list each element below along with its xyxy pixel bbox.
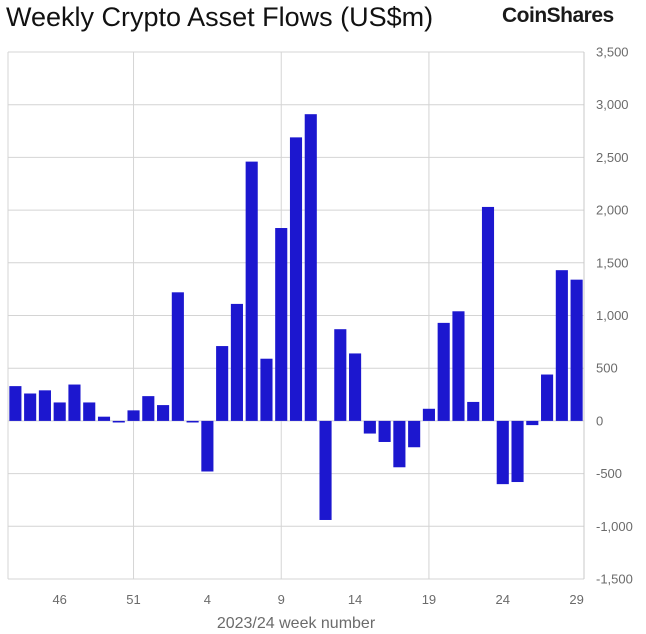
bar [9, 386, 22, 421]
bar [83, 402, 96, 421]
bar [393, 420, 406, 468]
bar [24, 393, 37, 421]
bar [452, 311, 465, 421]
chart-title: Weekly Crypto Asset Flows (US$m) [6, 2, 434, 32]
bar [289, 137, 303, 421]
bar [201, 420, 214, 472]
bar [467, 401, 480, 421]
y-tick-label: 2,500 [596, 150, 629, 165]
y-tick-label: 3,000 [596, 97, 629, 112]
x-axis-label: 2023/24 week number [217, 615, 376, 632]
y-tick-label: 3,500 [596, 45, 629, 60]
bar [481, 206, 495, 421]
x-tick-label: 9 [278, 592, 285, 607]
bar [68, 384, 81, 421]
x-tick-label: 14 [348, 592, 362, 607]
bar [127, 410, 140, 421]
bar [408, 420, 421, 448]
bar [216, 346, 229, 421]
bar [555, 270, 568, 421]
y-tick-label: -1,500 [596, 572, 633, 587]
bar [570, 279, 583, 421]
bar [334, 329, 347, 421]
bar [526, 420, 539, 426]
y-tick-label: -500 [596, 466, 622, 481]
bar [511, 420, 524, 483]
bar [230, 303, 243, 421]
x-tick-label: 29 [569, 592, 583, 607]
bar [38, 390, 51, 421]
y-tick-label: 1,500 [596, 255, 629, 270]
bar [437, 322, 450, 421]
y-tick-label: 1,000 [596, 308, 629, 323]
x-tick-label: 24 [496, 592, 510, 607]
bar [422, 408, 435, 421]
x-tick-label: 46 [52, 592, 66, 607]
bar [157, 405, 170, 421]
bar [186, 420, 199, 423]
x-tick-label: 51 [126, 592, 140, 607]
bar [319, 420, 332, 520]
y-tick-label: -1,000 [596, 519, 633, 534]
bar [171, 292, 184, 421]
bar [97, 416, 111, 421]
x-tick-label: 4 [204, 592, 211, 607]
bar [349, 353, 362, 421]
y-tick-label: 500 [596, 361, 618, 376]
bar [378, 420, 391, 442]
bar [53, 402, 66, 421]
bar [245, 161, 258, 421]
bar [496, 420, 509, 485]
bar [142, 396, 155, 421]
x-tick-label: 19 [422, 592, 436, 607]
bar [112, 420, 125, 423]
bar [304, 114, 317, 421]
y-tick-label: 0 [596, 413, 603, 428]
bar [260, 358, 273, 421]
y-tick-label: 2,000 [596, 203, 629, 218]
bar [363, 420, 376, 434]
bar [541, 374, 554, 421]
coinshares-logo: CoinShares [502, 4, 614, 27]
bar [275, 228, 288, 421]
